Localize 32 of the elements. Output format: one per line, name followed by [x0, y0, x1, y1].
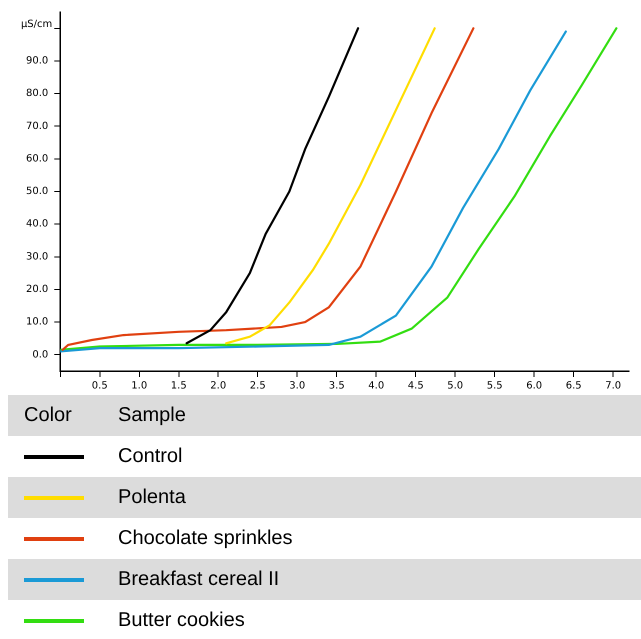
legend-title: Sample	[104, 395, 641, 436]
y-tick-label: 0.0	[32, 349, 48, 360]
legend-label: Control	[118, 445, 182, 467]
x-tick-label: 1.5	[170, 380, 187, 392]
x-tick-label: 2.5	[250, 380, 266, 392]
x-tick-label: 6.0	[526, 380, 542, 392]
y-axis-title: µS/cm	[20, 18, 52, 30]
y-tick-label: 10.0	[26, 316, 48, 328]
legend-label: Breakfast cereal II	[118, 568, 280, 590]
y-tick-label: 30.0	[26, 251, 48, 262]
x-tick-label: 3.5	[328, 380, 345, 392]
x-tick-label: 4.0	[368, 380, 384, 392]
y-tick-label: 20.0	[26, 284, 48, 296]
x-tick-label: 5.0	[447, 380, 464, 392]
y-tick-label: 80.0	[26, 88, 48, 100]
text: Color	[8, 395, 104, 436]
y-tick-label: 60.0	[26, 153, 48, 164]
legend-label: Polenta	[118, 486, 186, 508]
y-tick-label: 40.0	[26, 218, 48, 230]
y-tick-label: 90.0	[26, 56, 48, 67]
legend-label: Butter cookies	[118, 609, 245, 631]
x-tick-label: 3.0	[289, 380, 306, 392]
legend-label: Chocolate sprinkles	[118, 527, 293, 549]
x-tick-label: 5.5	[486, 380, 503, 392]
x-tick-label: 2.0	[210, 380, 226, 392]
x-tick-label: 6.5	[566, 380, 582, 392]
x-tick-label: 4.5	[408, 380, 424, 392]
y-tick-label: 50.0	[26, 186, 48, 198]
x-tick-label: 1.0	[131, 380, 148, 392]
x-tick-label: 0.5	[92, 380, 108, 392]
y-tick-label: 70.0	[26, 120, 48, 132]
x-tick-label: 7.0	[605, 380, 622, 392]
